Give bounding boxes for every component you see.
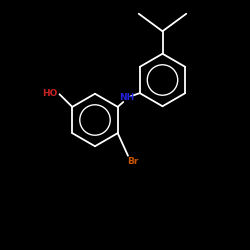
Text: HO: HO	[42, 89, 58, 98]
Text: Br: Br	[127, 157, 138, 166]
Text: NH: NH	[119, 93, 134, 102]
